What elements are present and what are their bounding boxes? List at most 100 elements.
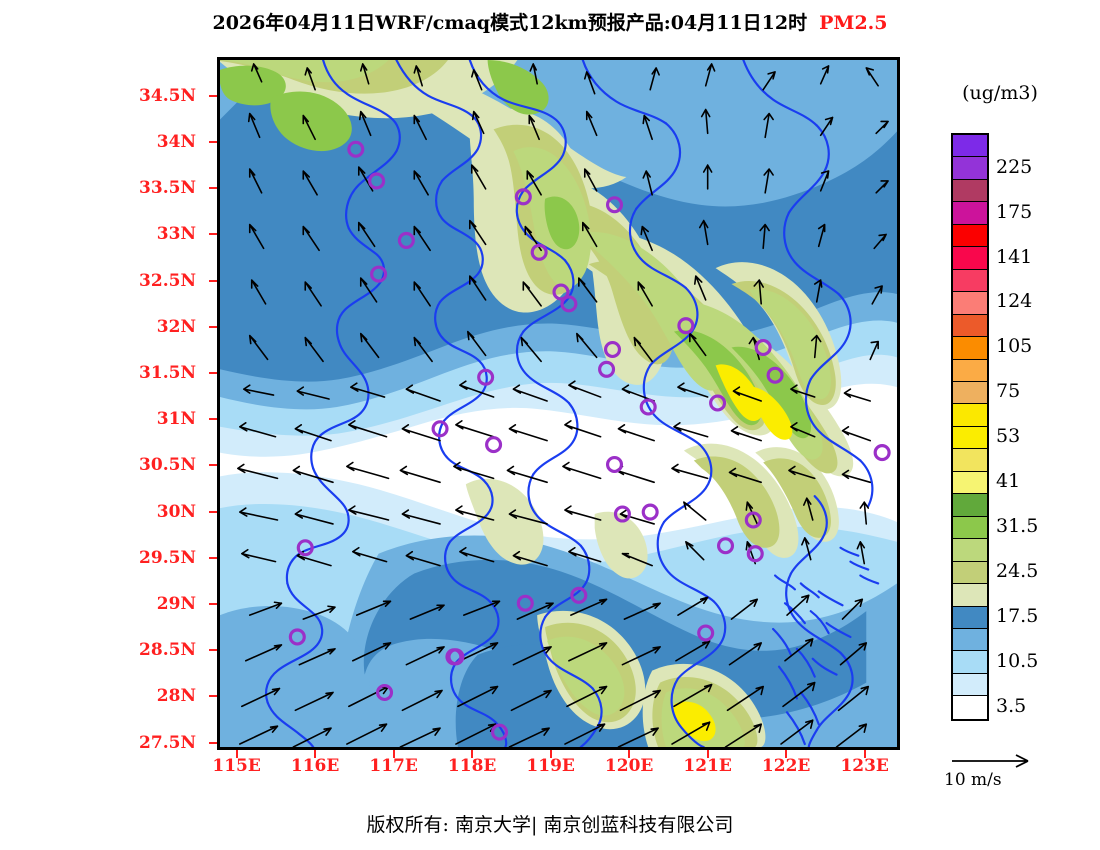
longitude-tick-mark (471, 750, 474, 758)
colorbar-tick-label: 105 (996, 335, 1033, 358)
colorbar-tick-label: 53 (996, 425, 1021, 448)
page-title: 2026年04月11日WRF/cmaq模式12km预报产品:04月11日12时 P… (0, 8, 1100, 35)
latitude-tick-label: 31.5N (139, 363, 196, 383)
colorbar-band (953, 292, 987, 315)
latitude-tick-mark (209, 325, 217, 328)
longitude-tick-label: 120E (604, 756, 654, 776)
latitude-tick-label: 29.5N (139, 547, 196, 568)
longitude-tick-mark (628, 750, 631, 758)
wind-scale-legend: 10 m/s (944, 748, 1084, 796)
longitude-tick-mark (392, 750, 395, 758)
latitude-tick-mark (209, 510, 217, 513)
colorbar-tick-label: 225 (996, 155, 1033, 178)
latitude-tick-mark (209, 603, 217, 605)
colorbar-band (953, 404, 987, 427)
colorbar-tick-label: 3.5 (996, 694, 1027, 717)
latitude-tick-mark (209, 741, 217, 744)
colorbar-band (953, 449, 987, 472)
latitude-tick-mark (209, 556, 217, 559)
latitude-tick-mark (209, 372, 217, 374)
longitude-tick-label: 122E (761, 756, 811, 776)
latitude-tick-label: 34N (156, 132, 196, 152)
colorbar-band (953, 606, 987, 629)
latitude-tick-mark (209, 695, 217, 698)
colorbar-labels: 225 175 141 124 105 75 53 41 31.5 24.5 17.5 10.5 3.5 (996, 133, 1096, 721)
colorbar-band (953, 202, 987, 225)
colorbar-band (953, 359, 987, 382)
colorbar-tick-label: 17.5 (996, 604, 1039, 627)
map-canvas (220, 60, 897, 747)
latitude-tick-label: 30.5N (139, 455, 196, 476)
latitude-tick-label: 28.5N (139, 640, 196, 661)
longitude-tick-mark (863, 750, 866, 758)
latitude-tick-label: 32N (156, 316, 196, 337)
title-main: 2026年04月11日WRF/cmaq模式12km预报产品:04月11日12时 (212, 12, 808, 34)
longitude-tick-mark (549, 750, 552, 758)
colorbar[interactable] (951, 133, 989, 721)
map-plot-area[interactable] (217, 57, 900, 750)
longitude-tick-label: 118E (447, 756, 497, 776)
latitude-tick-label: 34.5N (139, 85, 196, 106)
latitude-tick-mark (209, 418, 217, 421)
latitude-tick-label: 28N (156, 686, 196, 707)
latitude-tick-mark (209, 464, 217, 467)
colorbar-band (953, 696, 987, 719)
colorbar-tick-label: 141 (996, 245, 1033, 268)
longitude-tick-label: 115E (212, 756, 261, 776)
latitude-tick-label: 33N (156, 224, 196, 245)
colorbar-band (953, 337, 987, 360)
latitude-tick-label: 30N (156, 501, 196, 522)
colorbar-band (953, 224, 987, 248)
longitude-tick-mark (785, 750, 788, 758)
colorbar-tick-label: 175 (996, 200, 1033, 223)
longitude-tick-mark (706, 750, 709, 758)
colorbar-band (953, 628, 987, 652)
wind-arrow-icon (952, 754, 1029, 768)
longitude-tick-label: 116E (290, 756, 340, 776)
colorbar-band (953, 426, 987, 450)
copyright-footer: 版权所有: 南京大学| 南京创蓝科技有限公司 (366, 814, 734, 836)
colorbar-tick-label: 24.5 (996, 560, 1039, 582)
colorbar-tick-label: 10.5 (996, 649, 1039, 672)
colorbar-band (953, 157, 987, 180)
colorbar-band (953, 471, 987, 495)
latitude-tick-label: 33.5N (139, 178, 196, 199)
longitude-tick-label: 117E (369, 756, 418, 776)
colorbar-band (953, 494, 987, 517)
latitude-tick-mark (209, 279, 217, 282)
colorbar-band (953, 314, 987, 338)
latitude-tick-label: 32.5N (139, 270, 196, 291)
colorbar-band (953, 247, 987, 270)
latitude-tick-mark (209, 233, 217, 236)
latitude-tick-label: 27.5N (139, 732, 196, 753)
title-species: PM2.5 (819, 12, 888, 34)
colorbar-band (953, 269, 987, 293)
colorbar-tick-label: 41 (996, 470, 1021, 493)
longitude-tick-mark (235, 750, 238, 758)
colorbar-band (953, 561, 987, 585)
colorbar-band (953, 516, 987, 540)
concentration-field (220, 60, 897, 747)
latitude-tick-mark (209, 141, 217, 143)
colorbar-band (953, 381, 987, 405)
longitude-tick-label: 119E (526, 756, 575, 776)
latitude-tick-mark (209, 649, 217, 652)
colorbar-band (953, 651, 987, 674)
wind-scale-value: 10 m/s (944, 770, 1002, 790)
latitude-tick-label: 29N (156, 594, 196, 614)
colorbar-band (953, 179, 987, 203)
colorbar-tick-label: 124 (996, 290, 1033, 313)
colorbar-band (953, 539, 987, 562)
latitude-tick-label: 31N (156, 409, 196, 430)
colorbar-tick-label: 31.5 (996, 515, 1039, 538)
latitude-tick-mark (209, 187, 217, 190)
colorbar-unit-label: (ug/m3) (962, 82, 1038, 104)
longitude-tick-label: 121E (683, 756, 732, 776)
colorbar-band (953, 584, 987, 607)
longitude-tick-label: 123E (840, 756, 889, 776)
latitude-tick-mark (209, 94, 217, 97)
colorbar-band (953, 673, 987, 697)
colorbar-tick-label: 75 (996, 380, 1021, 403)
longitude-tick-mark (314, 750, 317, 758)
colorbar-band (953, 135, 987, 158)
